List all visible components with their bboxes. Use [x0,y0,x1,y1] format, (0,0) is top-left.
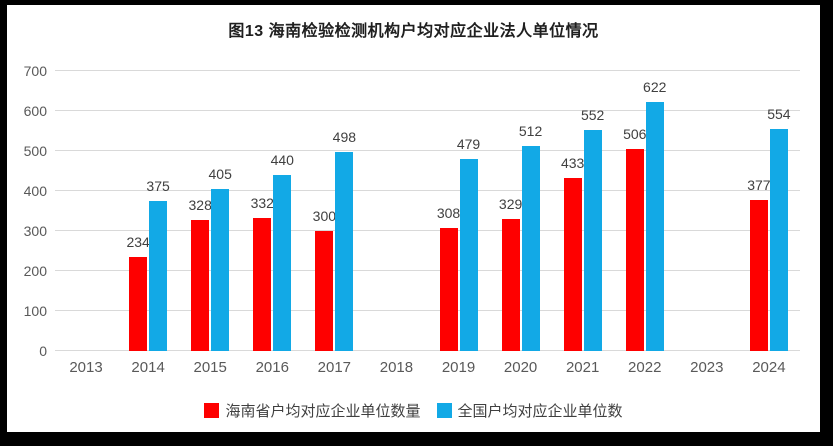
bar-national-2016 [273,175,292,351]
y-tick-label: 500 [23,143,47,159]
bar-hainan-2017 [315,231,334,351]
bar-hainan-2022 [625,148,644,351]
bar-value-label: 440 [270,152,294,168]
category-slot-2014: 234 375 [117,71,179,351]
y-tick-label: 700 [23,63,47,79]
category-slot-2020: 329 512 [490,71,552,351]
x-tick-label-2019: 2019 [441,359,476,376]
chart-surface: 图13 海南检验检测机构户均对应企业法人单位情况 0 100 200 300 400 50… [7,5,820,432]
bar-national-2015 [211,189,230,351]
category-slot-2013 [55,71,117,351]
category-slot-2016: 332 440 [241,71,303,351]
bar-national-2021 [583,130,602,351]
bar-hainan-2021 [563,177,582,351]
bar-hainan-2014 [129,257,148,351]
category-slot-2017: 300 498 [303,71,365,351]
bar-national-2014 [149,201,168,351]
bar-value-label: 498 [332,128,357,145]
y-tick-label: 400 [23,183,47,199]
legend-label-national: 全国户均对应企业单位数 [457,403,623,420]
bar-value-label: 405 [208,166,232,182]
bar-national-2017 [335,151,354,351]
category-slot-2015: 328 405 [179,71,241,351]
grid-line [55,190,800,191]
bar-value-label: 234 [126,234,150,251]
bar-value-label: 308 [436,204,461,221]
bar-value-label: 332 [250,195,274,212]
bar-value-label: 375 [146,178,170,194]
plot-area: 234 375 328 405 332 440 300 498 308 479 329 512 433 5… [55,70,800,351]
category-slot-2022: 506 622 [614,71,676,351]
bar-value-label: 554 [767,106,791,123]
bar-value-label: 552 [580,107,605,124]
bar-value-label: 329 [498,196,523,213]
grid-line [55,110,800,111]
x-tick-label-2018: 2018 [379,359,414,376]
x-tick-label-2022: 2022 [628,359,662,376]
bar-hainan-2015 [191,219,210,351]
bar-national-2020 [521,146,540,351]
grid-line [55,70,800,71]
bar-value-label: 479 [456,136,481,153]
category-slot-2023 [676,71,738,351]
category-slot-2021: 433 552 [552,71,614,351]
bar-value-label: 328 [188,196,212,213]
bar-value-label: 300 [312,208,337,224]
legend: 海南省户均对应企业单位数量 全国户均对应企业单位数 [7,400,820,421]
x-axis: 2013 2014 2015 2016 2017 2018 2019 2020 2021 2022… [55,359,800,379]
bar-hainan-2019 [439,227,458,351]
bar-slots: 234 375 328 405 332 440 300 498 308 479 329 512 433 5… [55,71,800,351]
legend-item-hainan: 海南省户均对应企业单位数量 [204,400,421,421]
legend-label-hainan: 海南省户均对应企业单位数量 [225,403,421,420]
grid-line [55,230,800,231]
y-tick-label: 200 [23,263,47,279]
chart-title: 图13 海南检验检测机构户均对应企业法人单位情况 [228,23,599,40]
x-tick-label-2013: 2013 [69,359,103,376]
bar-national-2024 [769,129,788,351]
grid-line [55,270,800,271]
bar-hainan-2020 [501,219,520,351]
y-tick-label: 600 [23,103,47,119]
bar-hainan-2024 [749,200,768,351]
y-axis: 0 100 200 300 400 500 600 700 [7,63,47,359]
bar-value-label: 433 [560,154,585,171]
bar-value-label: 622 [643,79,667,96]
x-tick-label-2016: 2016 [255,359,289,376]
y-tick-label: 300 [23,223,47,239]
category-slot-2024: 377 554 [738,71,800,351]
bar-hainan-2016 [253,218,272,351]
grid-line [55,350,800,351]
bar-value-label: 377 [747,177,771,194]
bar-national-2019 [459,159,478,351]
grid-line [55,150,800,151]
x-tick-label-2020: 2020 [503,359,538,376]
bar-value-label: 512 [518,123,543,140]
x-tick-label-2024: 2024 [752,359,786,376]
y-tick-label: 100 [23,303,47,319]
category-slot-2018 [365,71,427,351]
y-tick-label: 0 [39,343,47,359]
x-tick-label-2015: 2015 [193,359,227,376]
legend-swatch-red [204,403,220,418]
legend-swatch-blue [436,403,452,418]
legend-item-national: 全国户均对应企业单位数 [436,400,623,421]
x-tick-label-2021: 2021 [565,359,600,376]
bar-national-2022 [645,102,664,351]
bar-value-label: 506 [623,125,647,142]
x-tick-label-2014: 2014 [131,359,165,376]
x-tick-label-2023: 2023 [690,359,724,376]
category-slot-2019: 308 479 [427,71,489,351]
grid-line [55,310,800,311]
x-tick-label-2017: 2017 [317,359,352,376]
